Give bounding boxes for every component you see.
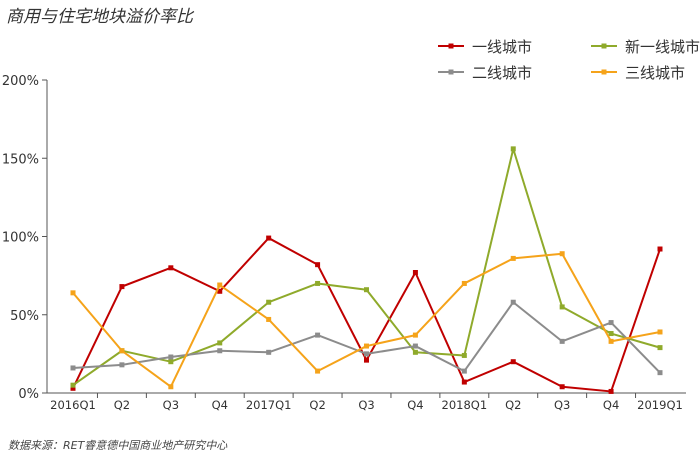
data-point [608, 388, 614, 394]
data-point [461, 368, 467, 374]
x-tick-label: Q2 [114, 398, 130, 412]
data-point [364, 287, 369, 293]
y-tick-label: 50% [10, 309, 39, 324]
data-point [70, 382, 76, 388]
data-point [657, 370, 663, 376]
data-point [461, 280, 467, 286]
data-point [412, 343, 418, 349]
x-tick-label: Q3 [358, 398, 374, 412]
data-point [266, 235, 272, 241]
y-axis-ticks: 0% 50% 100% 150% 200% [2, 74, 47, 402]
data-point [266, 299, 272, 305]
y-tick-label: 200% [2, 74, 39, 89]
data-point [315, 262, 321, 268]
legend-swatch-marker [601, 43, 607, 49]
data-point [510, 299, 516, 305]
x-tick-label: Q3 [554, 398, 570, 412]
data-point [364, 357, 369, 363]
data-point [364, 343, 369, 349]
data-point [657, 345, 663, 351]
data-point [70, 365, 76, 371]
x-tick-label: Q4 [212, 398, 228, 412]
data-point [559, 304, 565, 310]
x-tick-label: Q2 [505, 398, 521, 412]
legend-label: 一线城市 [472, 38, 532, 56]
data-point [70, 290, 76, 296]
data-point [559, 384, 565, 390]
data-point [510, 146, 516, 152]
x-tick-label: Q4 [603, 398, 619, 412]
data-point [315, 332, 321, 338]
data-point [315, 280, 321, 286]
data-point [510, 359, 516, 365]
data-point [70, 385, 76, 391]
legend-swatch-marker [601, 69, 607, 75]
data-point [119, 348, 125, 354]
series-4 [70, 251, 663, 390]
x-tick-label: 2016Q1 [50, 398, 96, 412]
data-point [559, 338, 565, 344]
y-tick-label: 0% [18, 387, 39, 402]
data-point [168, 354, 174, 360]
data-point [608, 338, 614, 344]
data-point [266, 316, 272, 322]
source-note: 数据来源：RET睿意德中国商业地产研究中心 [8, 439, 228, 452]
data-point [168, 359, 174, 365]
data-point [217, 282, 223, 288]
legend-label: 三线城市 [625, 64, 685, 82]
series-1 [70, 235, 663, 394]
series-3 [70, 299, 663, 376]
legend-item: 二线城市 [438, 64, 532, 82]
data-point [559, 251, 565, 257]
chart-title: 商用与住宅地块溢价率比 [6, 7, 193, 27]
data-point [461, 379, 467, 385]
x-tick-label: 2018Q1 [442, 398, 488, 412]
x-tick-label: Q2 [309, 398, 325, 412]
data-point [217, 288, 223, 294]
x-axis-ticks: 2016Q1 Q2 Q3 Q4 2017Q1 Q2 Q3 Q4 2018Q1 Q2 Q3 Q4 2019… [50, 393, 683, 412]
legend-swatch-marker [448, 69, 454, 75]
x-tick-label: 2017Q1 [246, 398, 292, 412]
y-tick-label: 100% [2, 231, 39, 246]
x-tick-label: Q4 [407, 398, 423, 412]
data-point [217, 348, 223, 354]
data-point [168, 265, 174, 271]
series-line [72, 237, 661, 393]
data-point [412, 269, 418, 275]
x-tick-label: Q3 [163, 398, 179, 412]
data-point [315, 368, 321, 374]
series-line [72, 252, 661, 388]
data-point [266, 349, 272, 355]
data-point [412, 349, 418, 355]
data-point [119, 284, 125, 290]
series-line [72, 147, 661, 386]
data-point [510, 255, 516, 261]
legend-label: 新一线城市 [625, 38, 700, 56]
data-point [608, 320, 614, 326]
data-point [461, 352, 467, 358]
data-point [168, 384, 174, 390]
legend-swatch-marker [448, 43, 454, 49]
data-point [608, 331, 614, 337]
data-point [657, 246, 663, 252]
data-point [657, 329, 663, 335]
data-point [217, 340, 223, 346]
y-tick-label: 150% [2, 152, 39, 167]
legend-label: 二线城市 [472, 64, 532, 82]
data-point [412, 332, 418, 338]
legend-item: 新一线城市 [591, 38, 700, 56]
data-point [119, 362, 125, 368]
x-tick-label: 2019Q1 [637, 398, 683, 412]
series-lines [70, 146, 663, 394]
legend-item: 三线城市 [591, 64, 685, 82]
data-point [364, 351, 369, 357]
legend-item: 一线城市 [438, 38, 532, 56]
